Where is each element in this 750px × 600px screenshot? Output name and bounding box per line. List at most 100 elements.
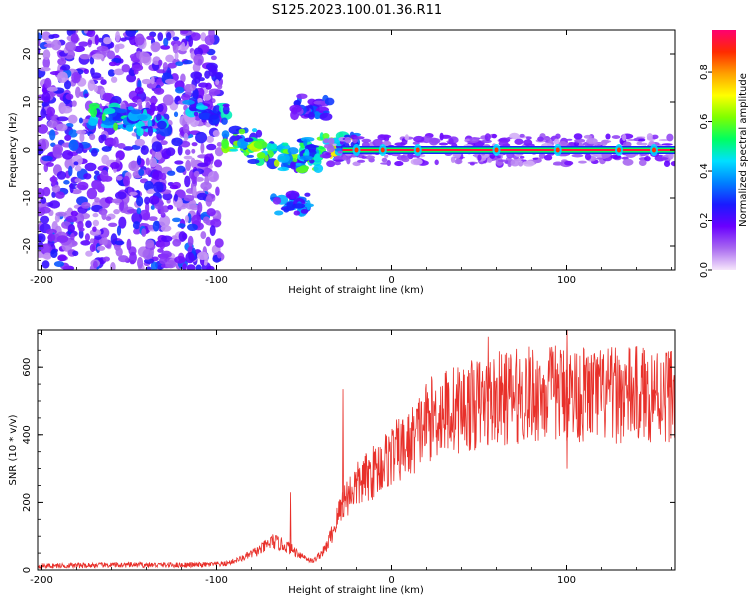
spectrogram-cell [639, 142, 648, 146]
spectrogram-cell [611, 135, 621, 139]
spectrogram-cell [204, 34, 215, 46]
spectrogram-cell [84, 93, 89, 98]
spectrogram-cell [218, 104, 224, 113]
x-tick-label: 100 [557, 575, 576, 586]
spectrogram-cell [185, 252, 195, 264]
spectrogram-cell [158, 59, 163, 66]
spectrogram-cell [251, 128, 258, 133]
spectrogram-cell [160, 225, 172, 232]
spectrogram-cell [105, 216, 112, 221]
spectrogram-cell [118, 255, 129, 263]
spectrogram-cell [174, 255, 186, 264]
tone-bright-spot-core [380, 147, 385, 153]
spectrogram-cell [65, 41, 76, 52]
spectrogram-cell [127, 106, 134, 111]
spectrogram-cell [69, 182, 74, 194]
spectrogram-cell [80, 240, 91, 246]
spectrogram-cell [296, 93, 308, 100]
spectrogram-cell [79, 132, 85, 143]
spectrogram-cell [196, 251, 209, 261]
spectrogram-cell [148, 195, 160, 205]
spectrogram-cell [381, 157, 388, 163]
spectrogram-cell [410, 158, 423, 166]
spectrogram-cell [122, 146, 134, 151]
spectrogram-cell [131, 64, 144, 72]
spectrogram-cell [187, 223, 198, 232]
spectrogram-cell [159, 140, 168, 146]
spectrogram-cell [89, 133, 96, 141]
spectrogram-cell [173, 111, 179, 118]
spectrogram-cell [184, 215, 189, 223]
spectrogram-cell [92, 226, 97, 232]
spectrogram-cell [114, 240, 125, 246]
spectrogram-cell [94, 34, 99, 46]
spectrogram-cell [159, 215, 171, 228]
spectrogram-cell [324, 97, 335, 106]
spectrogram-cell [52, 144, 63, 155]
spectrogram-cell [622, 141, 632, 148]
spectrogram-cell [352, 161, 361, 167]
spectrogram-cell [40, 197, 47, 204]
spectrogram-cell [133, 228, 141, 235]
spectrogram-cell [101, 210, 107, 221]
y-tick-label: 400 [22, 425, 33, 444]
y-tick-label: -20 [22, 238, 33, 254]
spectrogram-cell [113, 68, 125, 76]
spectrogram-cell [83, 173, 92, 180]
spectrogram-cells [38, 30, 675, 270]
figure-title: S125.2023.100.01.36.R11 [272, 3, 442, 18]
spectrogram-cell [145, 266, 152, 270]
spectrogram-cell [214, 147, 224, 157]
spectrogram-cell [90, 107, 98, 118]
spectrogram-cell [157, 248, 164, 253]
spectrogram-cell [193, 111, 199, 117]
spectrogram-cell [661, 143, 673, 146]
colorbar-tick-label: 0.0 [699, 262, 710, 278]
spectrogram-cell [125, 124, 134, 132]
spectrogram-cell [79, 53, 91, 60]
spectrogram-cell [164, 78, 176, 85]
spectrogram-cell [38, 147, 44, 155]
spectrogram-cell [134, 33, 145, 46]
spectrogram-cell [113, 122, 118, 131]
spectrogram-cell [174, 52, 179, 60]
x-tick-label: -100 [205, 275, 228, 286]
tone-bright-spot-core [415, 147, 420, 153]
spectrogram-cell [221, 130, 230, 139]
spectrogram-cell [61, 150, 74, 160]
spectrogram-cell [161, 250, 172, 258]
spectrogram-cell [85, 250, 93, 257]
spectrogram-cell [85, 30, 96, 38]
spectrogram-cell [41, 31, 51, 41]
tone-bright-spot-core [494, 147, 499, 153]
spectrogram-cell [45, 162, 54, 167]
spectrogram-cell [96, 183, 105, 193]
spectrogram-cell [75, 129, 87, 135]
spectrogram-cell [84, 162, 97, 172]
spectrogram-cell [644, 155, 651, 162]
spectrogram-cell [379, 134, 392, 139]
spectrogram-cell [72, 250, 79, 257]
spectrogram-cell [184, 175, 191, 188]
spectrogram-cell [115, 175, 123, 181]
spectrogram-cell [221, 117, 228, 125]
spectrogram-cell [584, 153, 592, 161]
spectrogram-cell [126, 208, 139, 214]
spectrogram-cell [222, 103, 230, 108]
spectrogram-cell [160, 206, 165, 216]
spectrogram-cell [160, 172, 167, 181]
spectrogram-cell [157, 32, 164, 42]
spectrogram-cell [326, 160, 336, 168]
spectrogram-cell [51, 191, 56, 198]
spectrogram-cell [514, 138, 524, 145]
spectrogram-cell [169, 184, 179, 190]
spectrogram-cell [198, 82, 209, 88]
colorbar-gradient [712, 30, 736, 270]
spectrogram-cell [40, 215, 50, 224]
spectrogram-cell [161, 235, 173, 243]
spectrogram-cell [92, 213, 99, 218]
spectrogram-cell [131, 212, 143, 224]
spectrogram-cell [344, 136, 352, 144]
spectrogram-cell [94, 170, 100, 175]
spectrogram-cell [150, 76, 155, 85]
